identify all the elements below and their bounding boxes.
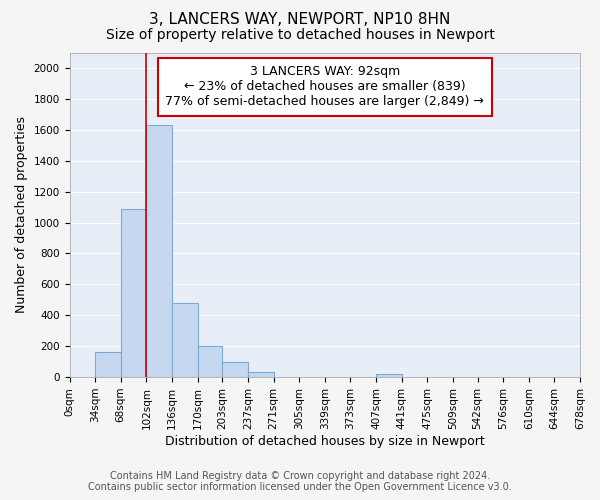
- X-axis label: Distribution of detached houses by size in Newport: Distribution of detached houses by size …: [165, 434, 485, 448]
- Bar: [248, 372, 274, 377]
- Bar: [223, 362, 248, 377]
- Bar: [121, 210, 146, 377]
- Bar: [172, 303, 197, 377]
- Bar: [146, 125, 172, 377]
- Text: 3, LANCERS WAY, NEWPORT, NP10 8HN: 3, LANCERS WAY, NEWPORT, NP10 8HN: [149, 12, 451, 28]
- Text: 3 LANCERS WAY: 92sqm
← 23% of detached houses are smaller (839)
77% of semi-deta: 3 LANCERS WAY: 92sqm ← 23% of detached h…: [166, 66, 484, 108]
- Bar: [197, 346, 223, 377]
- Bar: [95, 352, 121, 377]
- Text: Size of property relative to detached houses in Newport: Size of property relative to detached ho…: [106, 28, 494, 42]
- Text: Contains HM Land Registry data © Crown copyright and database right 2024.
Contai: Contains HM Land Registry data © Crown c…: [88, 471, 512, 492]
- Y-axis label: Number of detached properties: Number of detached properties: [15, 116, 28, 314]
- Bar: [376, 374, 401, 377]
